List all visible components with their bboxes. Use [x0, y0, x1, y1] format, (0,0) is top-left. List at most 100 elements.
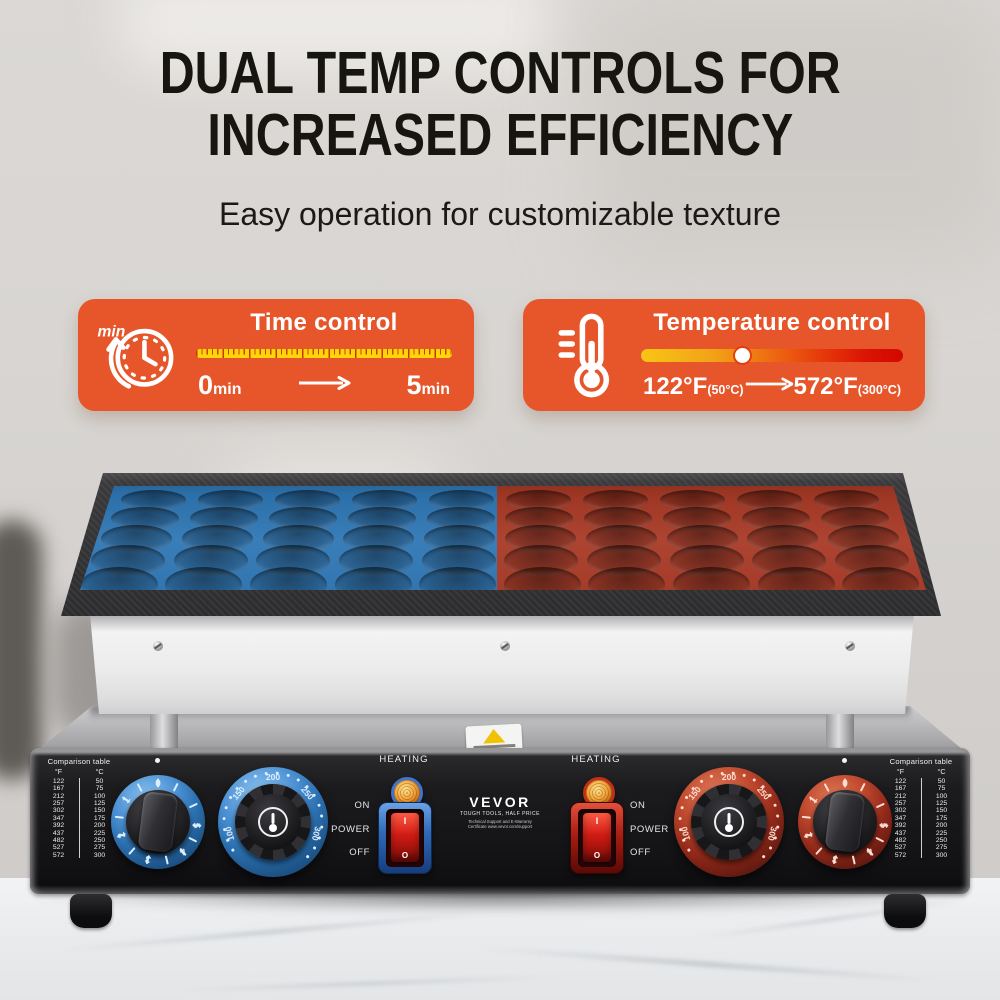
- comparison-row: 167 75: [52, 785, 104, 793]
- temperature-dial-right[interactable]: 100 150 200 250 300: [674, 767, 784, 877]
- temperature-marker: [735, 347, 751, 363]
- arrow-right-icon: [299, 375, 351, 390]
- power-switch-right[interactable]: I O: [570, 802, 624, 874]
- rocker-left[interactable]: I O: [391, 813, 419, 862]
- background-blur-shape: [0, 520, 42, 780]
- plate-dimple: [268, 506, 337, 531]
- comparison-table-right: Comparison table °F °C 122 50 167 75 212 100 2…: [880, 757, 962, 859]
- dial-index-dot: [155, 758, 160, 763]
- comparison-row: 347 175: [894, 814, 948, 822]
- plate-dimple: [424, 525, 496, 553]
- plate-dimple: [585, 525, 657, 553]
- temperature-max-value: 572°F(300°C): [793, 373, 901, 400]
- plate-dimple: [275, 490, 340, 510]
- plate-dimple: [835, 545, 910, 577]
- timer-knob[interactable]: [824, 791, 866, 853]
- comparison-row: 437 225: [52, 829, 106, 837]
- page-title-line1: DUAL TEMP CONTROLS FOR: [159, 40, 841, 106]
- plate-dimple: [250, 567, 327, 590]
- plate-dimple: [262, 525, 334, 553]
- power-switch-left[interactable]: I O: [378, 802, 432, 874]
- dial-scale-number: 0: [842, 778, 848, 790]
- temperature-control-badge: Temperature control 122°F(50°C) 572°F(30…: [523, 299, 925, 411]
- background-blur-shape: [120, 0, 550, 70]
- plate-dimple: [110, 506, 179, 531]
- plate-dimple: [752, 545, 827, 577]
- comparison-row: 212 100: [894, 792, 948, 800]
- machine-foot: [70, 894, 112, 928]
- plate-dimple: [334, 567, 412, 590]
- plate-dimple: [256, 545, 331, 577]
- support-pillar: [826, 712, 854, 748]
- plate-dimple: [742, 506, 811, 531]
- plate-dimple: [737, 490, 802, 510]
- plate-dimple: [660, 490, 725, 510]
- comparison-row: 257 125: [894, 800, 948, 808]
- dial-tick: [157, 778, 159, 788]
- comparison-row: 482 250: [894, 837, 948, 845]
- power-switch-labels-right: ON POWER OFF: [630, 800, 669, 858]
- plate-dimple: [421, 545, 496, 577]
- screw-icon: [500, 641, 510, 651]
- rocker-right[interactable]: I O: [583, 813, 611, 862]
- plate-dimple: [504, 545, 579, 577]
- comparison-row: 392 200: [52, 822, 106, 830]
- plate-dimple: [584, 506, 653, 531]
- plate-dimple: [505, 506, 574, 531]
- time-control-title: Time control: [250, 309, 398, 336]
- plate-dimple: [506, 490, 571, 510]
- plate-dimple: [673, 567, 750, 590]
- plate-dimple: [663, 506, 732, 531]
- comparison-row: 527 275: [894, 844, 948, 852]
- plate-dimple: [669, 545, 744, 577]
- time-control-badge: min Time control 0min 5min: [78, 299, 474, 411]
- dial-index-dot: [842, 758, 847, 763]
- plate-dimple: [814, 490, 879, 510]
- plate-dimple: [583, 490, 648, 510]
- comparison-row: 572 300: [52, 851, 106, 859]
- plate-dimple: [347, 506, 416, 531]
- plate-dimple: [419, 567, 497, 590]
- thermometer-icon: [558, 313, 610, 398]
- comparison-row: 437 225: [894, 829, 948, 837]
- dial-scale-number: 200: [265, 772, 281, 782]
- plate-dimple: [198, 490, 263, 510]
- dial-scale-number: 5: [190, 822, 202, 829]
- plate-dimple: [80, 567, 158, 590]
- plate-dimple: [338, 545, 413, 577]
- page-subtitle: Easy operation for customizable texture: [218, 196, 782, 232]
- comparison-table-left: Comparison table °F °C 122 50 167 75 212 100 2…: [38, 757, 120, 859]
- time-min-value: 0min: [198, 370, 242, 400]
- thermometer-knob-icon: [258, 807, 288, 837]
- plate-dimple: [165, 567, 243, 590]
- temperature-gradient-bar: [641, 347, 903, 363]
- comparison-row: 302 150: [894, 807, 948, 815]
- dial-scale-number: 0: [155, 778, 161, 790]
- comparison-row: 482 250: [52, 837, 106, 845]
- plate-dimple: [747, 525, 819, 553]
- screw-icon: [153, 641, 163, 651]
- plate-dimple: [503, 567, 581, 590]
- support-pillar: [150, 712, 178, 748]
- temperature-dial-left[interactable]: 100 150 200 250 300: [218, 767, 328, 877]
- heating-label-right: HEATING: [571, 754, 621, 765]
- page-title-line2: INCREASED EFFICIENCY: [206, 102, 793, 168]
- plate-dimple: [426, 506, 495, 531]
- plate-dimple: [352, 490, 417, 510]
- arrow-right-icon: [745, 377, 794, 391]
- plate-dimple: [181, 525, 253, 553]
- power-switch-labels-left: ON POWER OFF: [331, 800, 370, 858]
- screw-icon: [845, 641, 855, 651]
- comparison-row: 572 300: [894, 851, 948, 859]
- plate-dimple: [189, 506, 258, 531]
- svg-text:min: min: [98, 324, 126, 341]
- machine-foot: [884, 894, 926, 928]
- timer-knob[interactable]: [137, 791, 179, 853]
- control-panel: Comparison table °F °C 122 50 167 75 212 100 2…: [30, 748, 970, 894]
- plate-dimple: [100, 525, 172, 553]
- comparison-row: 212 100: [52, 792, 106, 800]
- dial-tick: [844, 778, 846, 788]
